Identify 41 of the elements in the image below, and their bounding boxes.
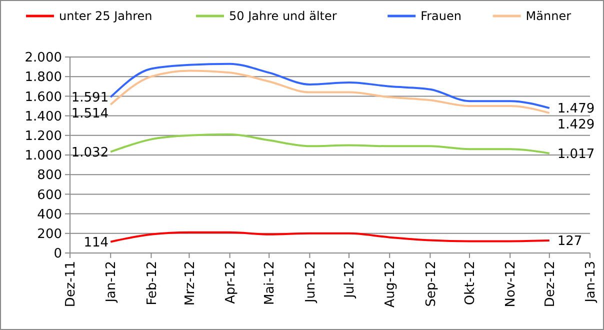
- x-tick-label: Jan-13: [584, 261, 599, 304]
- y-tick-label: 1.800: [24, 70, 62, 86]
- x-tick-label: Jul-12: [342, 261, 358, 299]
- line-series: [110, 62, 550, 110]
- legend-label: Männer: [526, 9, 572, 24]
- line-series: [110, 231, 550, 243]
- x-tick-label: Feb-12: [144, 261, 160, 306]
- y-tick-label: 1.600: [24, 90, 62, 105]
- legend-label: unter 25 Jahren: [59, 9, 152, 24]
- data-label: 1.514: [71, 106, 109, 122]
- x-tick-label: Mai-12: [262, 261, 278, 306]
- line-series: [110, 133, 550, 154]
- x-tick-label: Okt-12: [463, 261, 478, 306]
- data-label: 1.479: [557, 102, 595, 117]
- y-tick-label: 2.000: [24, 50, 62, 66]
- data-label: 1.032: [71, 145, 109, 160]
- y-tick-label: 1.000: [24, 148, 62, 164]
- x-tick-label: Jun-12: [303, 261, 318, 304]
- y-tick-label: 1.400: [24, 109, 62, 124]
- y-tick-label: 200: [37, 226, 62, 242]
- x-tick-label: Nov-12: [504, 261, 519, 308]
- x-tick-label: Mrz-12: [182, 261, 198, 306]
- y-tick-label: 800: [37, 168, 62, 184]
- y-tick-label: 600: [37, 188, 62, 203]
- x-tick-label: Dez-11: [64, 261, 79, 308]
- x-tick-label: Aug-12: [383, 261, 398, 308]
- x-tick-label: Apr-12: [223, 261, 238, 304]
- data-label: 127: [557, 234, 582, 250]
- line-series: [110, 70, 550, 114]
- x-tick-label: Jan-12: [104, 261, 120, 304]
- data-label: 114: [84, 235, 109, 250]
- data-label: 1.017: [557, 146, 595, 162]
- y-tick-label: 400: [37, 207, 62, 222]
- legend-label: 50 Jahre und älter: [229, 9, 337, 24]
- x-tick-label: Dez-12: [542, 261, 558, 308]
- data-label: 1.429: [557, 118, 595, 133]
- data-label: 1.591: [71, 90, 109, 106]
- y-tick-label: 0: [54, 246, 62, 262]
- y-tick-label: 1.200: [24, 128, 62, 144]
- legend-label: Frauen: [420, 9, 462, 24]
- x-tick-label: Sep-12: [424, 261, 439, 307]
